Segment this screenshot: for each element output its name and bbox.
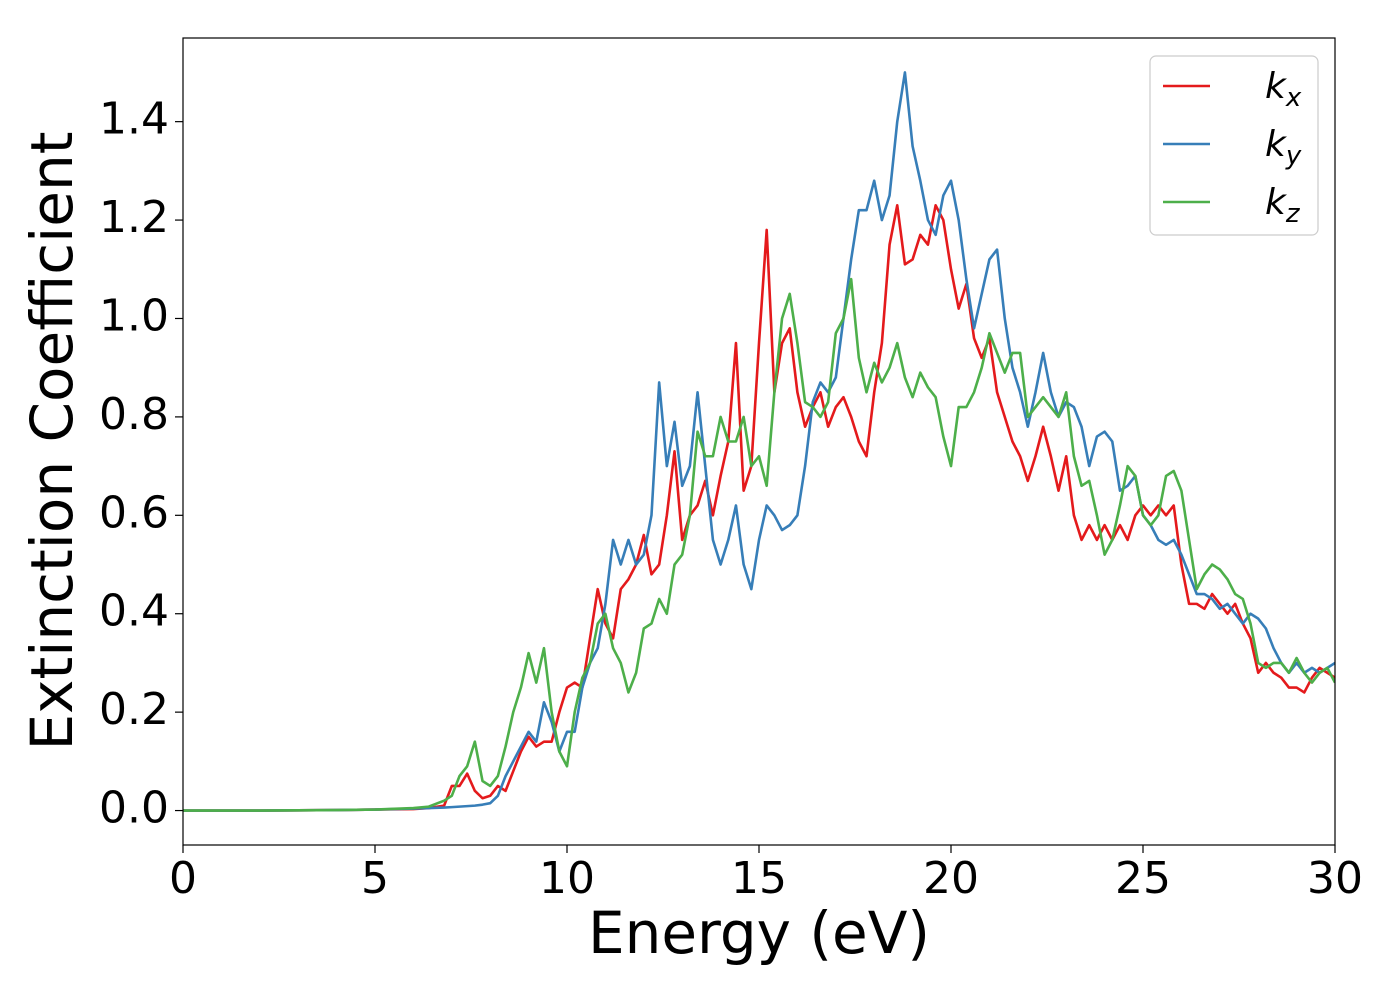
y-tick-label: 1.0 xyxy=(99,290,169,341)
data-line xyxy=(183,277,1335,812)
x-axis-label: Energy (eV) xyxy=(588,899,930,967)
y-tick-label: 1.4 xyxy=(99,94,169,145)
y-tick-label: 0.2 xyxy=(99,684,169,735)
x-tick-label: 5 xyxy=(361,853,389,904)
x-tick-label: 15 xyxy=(731,853,787,904)
data-line xyxy=(183,204,1335,812)
y-tick-label: 0.4 xyxy=(99,586,169,637)
plot-lines xyxy=(183,71,1335,812)
y-axis-label: Extinction Coefficient xyxy=(18,132,86,751)
x-tick-label: 25 xyxy=(1115,853,1171,904)
x-tick-label: 0 xyxy=(169,853,197,904)
x-tick-label: 20 xyxy=(923,853,979,904)
x-tick-label: 30 xyxy=(1307,853,1363,904)
y-tick-label: 0.6 xyxy=(99,487,169,538)
legend-label: kx xyxy=(1265,66,1302,113)
legend-label: ky xyxy=(1265,124,1302,171)
legend-box xyxy=(1149,55,1319,236)
legend-label: kz xyxy=(1265,182,1301,229)
y-tick-label: 0.0 xyxy=(99,783,169,834)
y-tick-label: 1.2 xyxy=(99,192,169,243)
y-tick-label: 0.8 xyxy=(99,389,169,440)
x-tick-label: 10 xyxy=(539,853,595,904)
